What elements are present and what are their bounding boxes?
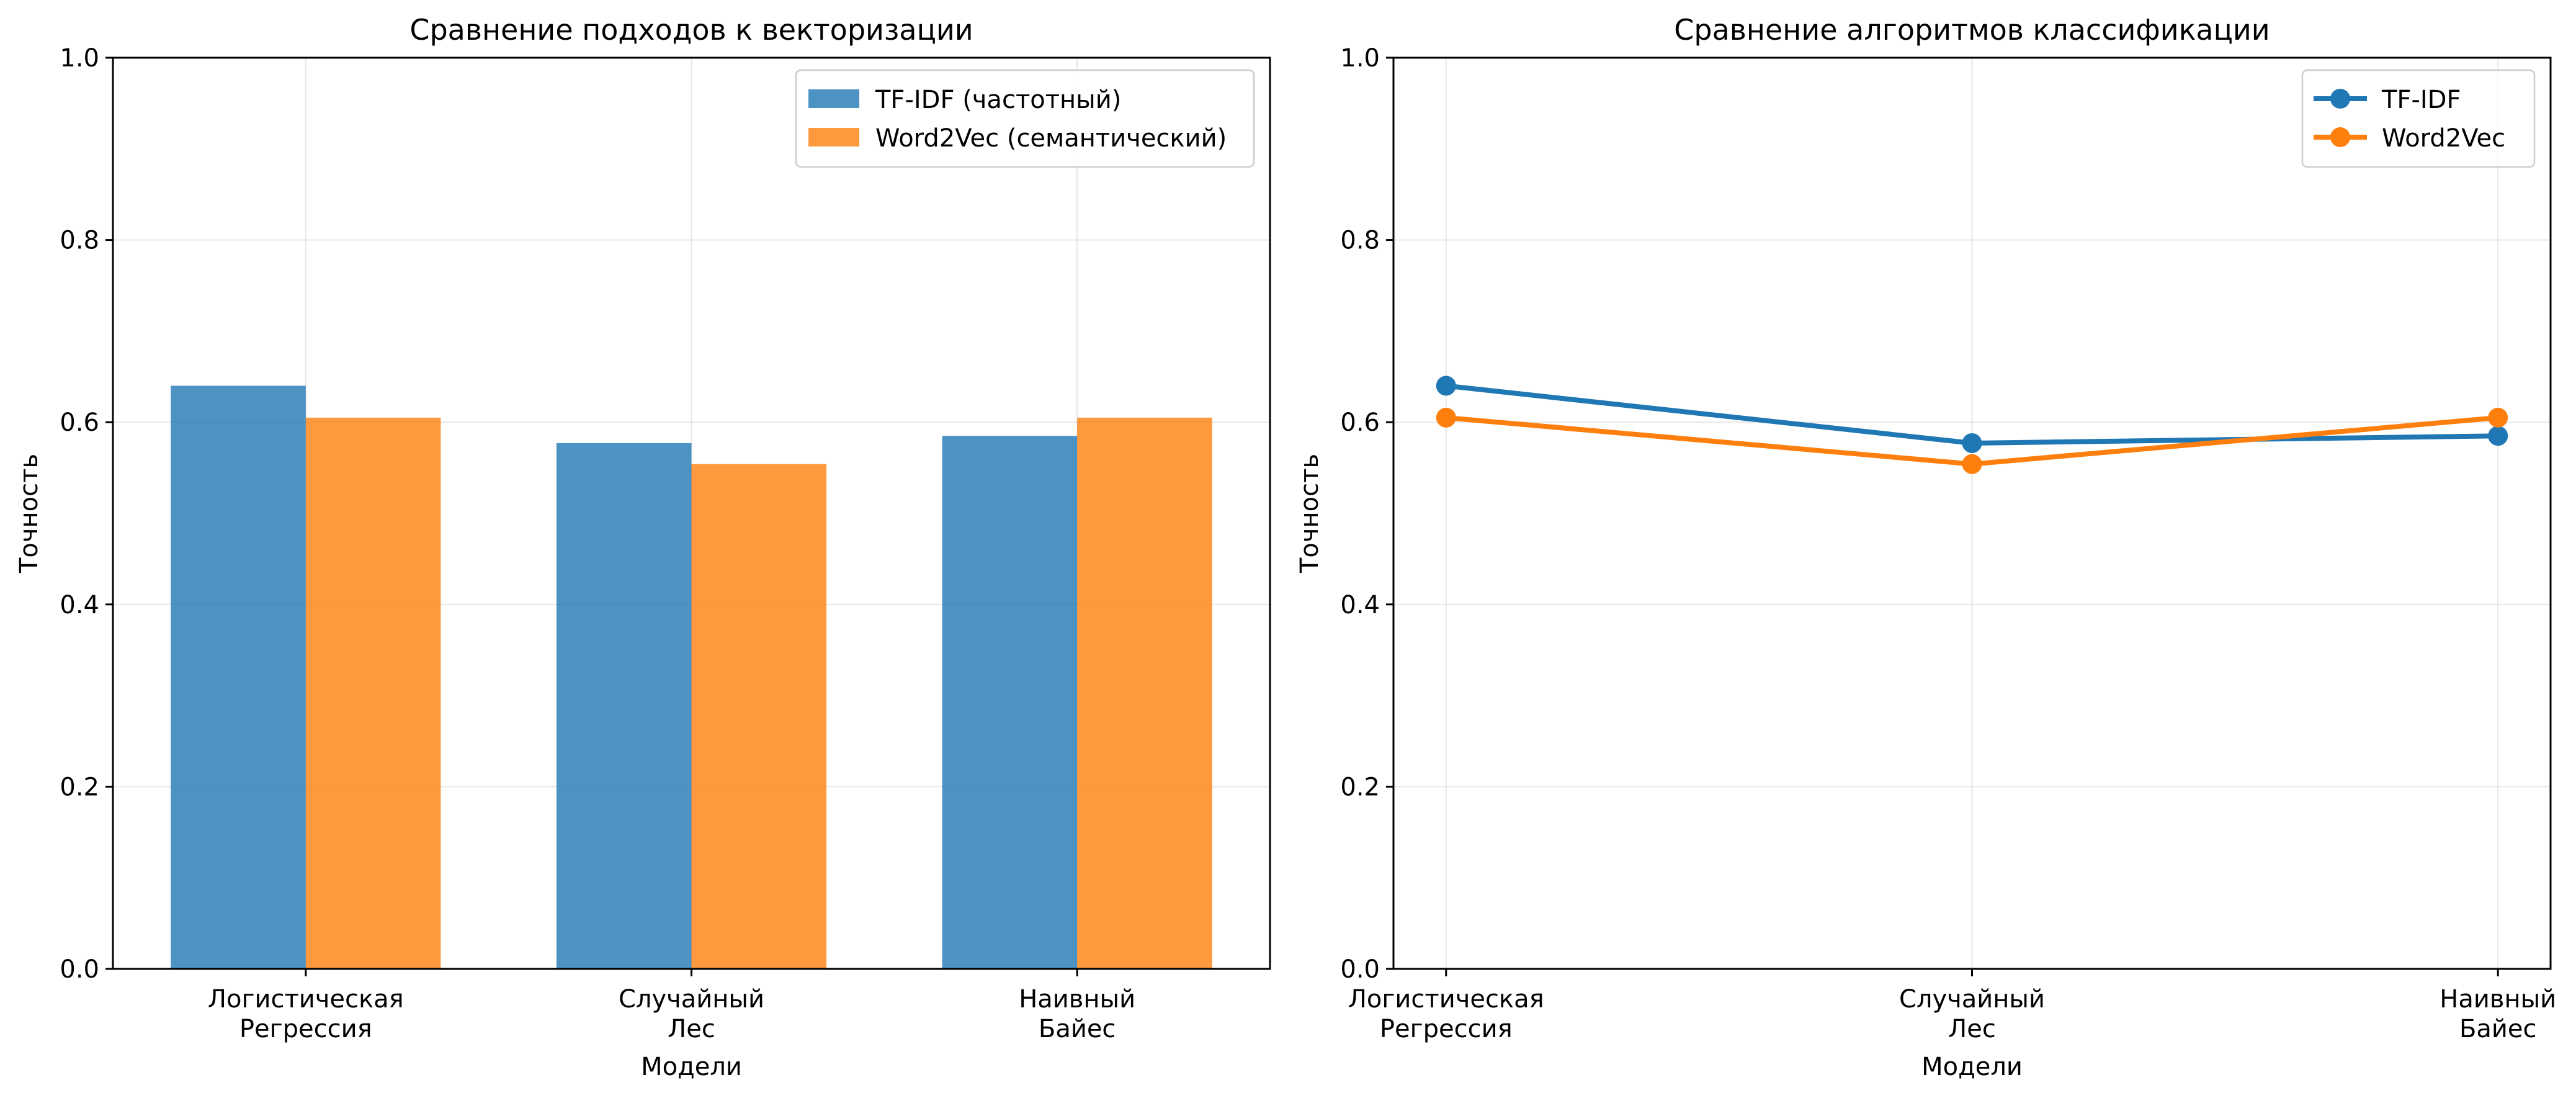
legend: TF-IDF (частотный) Word2Vec (семантически… <box>795 69 1255 168</box>
bar-word2vec-3 <box>1077 417 1212 969</box>
y-tick-label: 0.6 <box>60 408 99 437</box>
bar-word2vec-1 <box>305 417 441 969</box>
x-tick-label: Байес <box>1039 1015 1116 1043</box>
legend-label-word2vec: Word2Vec (семантический) <box>875 124 1227 153</box>
chart-panel-2: 0.0 0.2 0.4 0.6 0.8 1.0 ЛогистическаяРегрессия… <box>1295 13 2556 1081</box>
x-tick-label: Логистическая <box>1348 985 1544 1014</box>
chart-title: Сравнение алгоритмов классификации <box>1674 13 2270 47</box>
legend-label-tfidf: TF-IDF <box>2381 86 2461 114</box>
y-tick-label: 0.8 <box>1340 227 1380 255</box>
y-tick-label: 0.4 <box>60 591 99 619</box>
series-point-word2vec-2 <box>1962 454 1982 474</box>
x-tick-label: Случайный <box>1899 985 2045 1014</box>
x-tick-label: Регрессия <box>1380 1015 1513 1043</box>
legend: TF-IDF Word2Vec <box>2301 69 2536 168</box>
y-tick-label: 0.8 <box>60 227 99 255</box>
y-tick-label: 0.6 <box>1340 408 1380 437</box>
legend-label-word2vec: Word2Vec <box>2382 124 2505 153</box>
legend-marker-word2vec <box>2330 127 2350 147</box>
x-axis-label: Модели <box>641 1053 742 1081</box>
x-tick-label: Лес <box>1948 1015 1996 1043</box>
series-point-tfidf-2 <box>1962 433 1982 453</box>
legend-label-tfidf: TF-IDF (частотный) <box>875 86 1121 114</box>
y-axis-label: Точность <box>1295 454 1324 574</box>
legend-marker-tfidf <box>2330 89 2350 109</box>
x-tick-label: Регрессия <box>239 1015 372 1043</box>
y-axis-label: Точность <box>15 454 43 574</box>
chart-title: Сравнение подходов к векторизации <box>409 13 973 47</box>
bar-tfidf-3 <box>942 436 1078 969</box>
y-tick-label: 0.0 <box>1340 955 1380 984</box>
series-point-word2vec-3 <box>2488 407 2508 428</box>
legend-swatch-tfidf <box>808 89 859 108</box>
y-tick-label: 0.0 <box>60 955 99 984</box>
y-tick-label: 1.0 <box>60 44 99 73</box>
x-axis-label: Модели <box>1921 1053 2023 1081</box>
legend-frame <box>795 69 1255 168</box>
chart-panel-1: 0.0 0.2 0.4 0.6 0.8 1.0 ЛогистическаяРегрессия… <box>15 13 1271 1081</box>
legend-frame <box>2301 69 2536 168</box>
x-tick-label: Случайный <box>619 985 764 1014</box>
bar-tfidf-2 <box>556 443 692 969</box>
x-tick-label: Лес <box>668 1015 715 1043</box>
x-tick-label: Наивный <box>2440 985 2556 1014</box>
series-point-word2vec-1 <box>1436 407 1456 428</box>
legend-swatch-word2vec <box>808 128 859 146</box>
y-tick-label: 0.2 <box>60 773 99 801</box>
x-tick-label: Байес <box>2459 1015 2537 1043</box>
x-tick-label: Логистическая <box>208 985 404 1014</box>
y-tick-label: 0.2 <box>1340 773 1380 801</box>
bar-tfidf-1 <box>171 385 306 969</box>
bar-word2vec-2 <box>691 464 827 969</box>
series-point-tfidf-3 <box>2488 426 2508 446</box>
series-point-tfidf-1 <box>1436 376 1456 396</box>
y-tick-label: 1.0 <box>1340 44 1380 73</box>
y-tick-label: 0.4 <box>1340 591 1380 619</box>
x-tick-label: Наивный <box>1019 985 1135 1014</box>
